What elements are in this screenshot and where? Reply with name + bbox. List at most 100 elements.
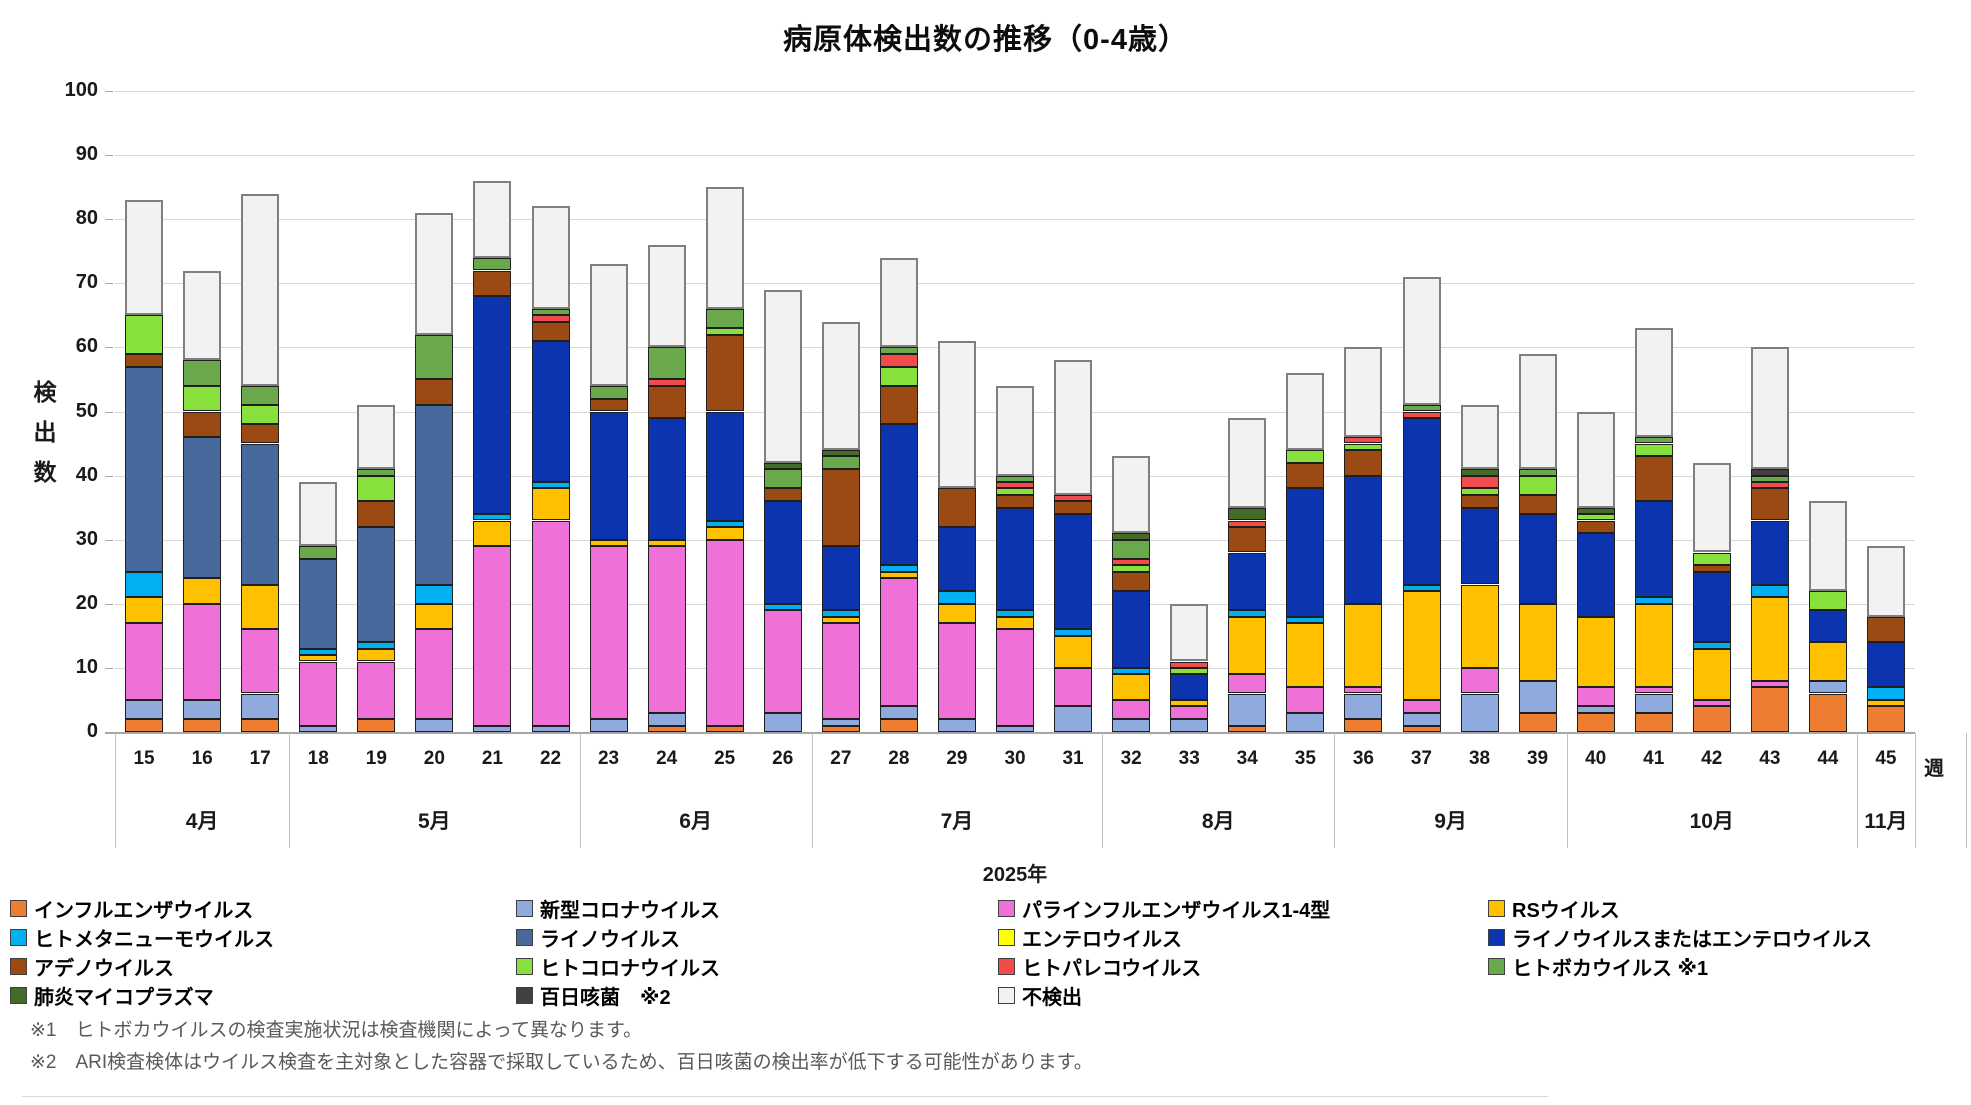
bar-segment-bocavirus-w25 bbox=[705, 308, 744, 329]
legend-swatch-enterovirus bbox=[998, 928, 1015, 946]
bar-segment-rs-w32 bbox=[1112, 674, 1151, 700]
bar-segment-hcov-w39 bbox=[1518, 475, 1557, 495]
month-divider-5 bbox=[1334, 733, 1336, 848]
bar-segment-parainfluenza-w28 bbox=[879, 578, 918, 707]
legend-item-adenovirus: アデノウイルス bbox=[10, 954, 174, 980]
bar-segment-negative-w44 bbox=[1808, 501, 1847, 591]
bar-segment-parainfluenza-w37 bbox=[1402, 700, 1441, 713]
bottom-rule bbox=[22, 1096, 1548, 1097]
x-tick-week-20: 20 bbox=[423, 748, 445, 769]
bar-segment-hcov-w30 bbox=[996, 488, 1034, 495]
bar-segment-covid-w23 bbox=[589, 719, 628, 732]
bar-segment-negative-w41 bbox=[1634, 328, 1673, 438]
bar-segment-adenovirus-w21 bbox=[473, 270, 512, 297]
bar-segment-rs-w23 bbox=[589, 539, 628, 547]
legend-item-enterovirus: エンテロウイルス bbox=[998, 925, 1182, 951]
bar-segment-rs-w39 bbox=[1518, 603, 1557, 681]
bar-segment-negative-w22 bbox=[531, 206, 570, 309]
y-tick-mark-50 bbox=[105, 411, 113, 413]
legend-swatch-parainfluenza bbox=[998, 899, 1015, 917]
bar-segment-parainfluenza-w40 bbox=[1576, 687, 1615, 707]
x-tick-week-31: 31 bbox=[1062, 748, 1084, 769]
bar-segment-parainfluenza-w26 bbox=[763, 610, 802, 713]
bar-segment-covid-w37 bbox=[1402, 712, 1441, 726]
month-label-7: 10月 bbox=[1689, 810, 1734, 833]
bar-segment-adenovirus-w40 bbox=[1576, 520, 1615, 534]
bar-segment-parainfluenza-w38 bbox=[1460, 667, 1499, 694]
bar-segment-parainfluenza-w17 bbox=[241, 629, 280, 694]
bar-segment-rs-w45 bbox=[1867, 700, 1905, 707]
x-tick-week-38: 38 bbox=[1468, 748, 1491, 769]
bar-segment-rs-w44 bbox=[1808, 642, 1847, 681]
bar-segment-influenza-w42 bbox=[1692, 706, 1731, 732]
bar-segment-influenza-w37 bbox=[1402, 725, 1441, 732]
bar-segment-bocavirus-w32 bbox=[1112, 539, 1151, 559]
bar-segment-rhino_or_entero-w33 bbox=[1170, 674, 1209, 700]
y-tick-label-100: 100 bbox=[64, 79, 98, 101]
bar-segment-negative-w38 bbox=[1460, 405, 1499, 470]
bar-segment-rhinovirus-w17 bbox=[241, 443, 280, 585]
x-tick-week-23: 23 bbox=[597, 748, 620, 769]
bar-segment-covid-w40 bbox=[1576, 706, 1615, 713]
x-tick-week-45: 45 bbox=[1875, 748, 1897, 769]
bar-segment-hcov-w17 bbox=[241, 405, 280, 425]
legend-item-rhino_or_entero: ライノウイルスまたはエンテロウイルス bbox=[1488, 925, 1872, 951]
month-divider-start bbox=[115, 733, 116, 848]
bar-segment-mycoplasma-w40 bbox=[1576, 507, 1615, 514]
x-tick-week-35: 35 bbox=[1294, 748, 1316, 769]
bar-segment-rhino_or_entero-w24 bbox=[647, 417, 686, 540]
bar-segment-parechovirus-w28 bbox=[879, 353, 918, 367]
bar-segment-covid-w39 bbox=[1518, 680, 1557, 713]
bar-segment-hmpv-w28 bbox=[879, 565, 918, 572]
bar-segment-parechovirus-w36 bbox=[1344, 437, 1383, 444]
legend-label-bocavirus: ヒトボカウイルス ※1 bbox=[1512, 957, 1709, 980]
chart-title: 病原体検出数の推移（0-4歳） bbox=[783, 24, 1188, 56]
bar-segment-covid-w34 bbox=[1228, 693, 1267, 726]
bar-segment-adenovirus-w23 bbox=[589, 398, 628, 412]
legend-label-adenovirus: アデノウイルス bbox=[34, 957, 174, 980]
month-divider-4 bbox=[1102, 733, 1104, 848]
bar-segment-hcov-w35 bbox=[1286, 450, 1325, 463]
x-tick-week-32: 32 bbox=[1120, 748, 1142, 769]
bar-segment-negative-w43 bbox=[1750, 347, 1789, 470]
bar-segment-adenovirus-w41 bbox=[1634, 456, 1673, 502]
bar-segment-rhinovirus-w19 bbox=[357, 526, 396, 643]
bar-segment-covid-w41 bbox=[1634, 693, 1673, 713]
bar-segment-negative-w19 bbox=[357, 405, 396, 470]
legend-swatch-rs bbox=[1488, 899, 1505, 917]
x-tick-week-24: 24 bbox=[656, 748, 678, 769]
bar-segment-negative-w26 bbox=[763, 289, 802, 463]
bar-segment-influenza-w43 bbox=[1750, 687, 1789, 732]
y-tick-label-50: 50 bbox=[75, 399, 98, 422]
y-tick-mark-70 bbox=[105, 283, 113, 285]
bar-segment-bocavirus-w37 bbox=[1402, 405, 1441, 412]
bar-segment-hmpv-w32 bbox=[1112, 667, 1151, 675]
bar-segment-rs-w29 bbox=[937, 603, 976, 623]
x-tick-week-16: 16 bbox=[191, 748, 213, 769]
y-tick-mark-10 bbox=[105, 667, 113, 669]
bar-segment-rhino_or_entero-w21 bbox=[473, 296, 512, 514]
gridline-90 bbox=[115, 155, 1915, 157]
bar-segment-parainfluenza-w20 bbox=[415, 629, 454, 720]
bar-segment-parechovirus-w22 bbox=[531, 315, 570, 322]
bar-segment-rhino_or_entero-w31 bbox=[1054, 514, 1093, 630]
legend-label-rs: RSウイルス bbox=[1512, 899, 1620, 922]
x-tick-week-25: 25 bbox=[714, 748, 736, 769]
month-label-4: 7月 bbox=[940, 810, 974, 833]
x-tick-week-18: 18 bbox=[307, 748, 329, 769]
x-tick-week-26: 26 bbox=[772, 748, 794, 769]
bar-segment-parechovirus-w38 bbox=[1460, 475, 1499, 489]
legend-swatch-rhino_or_entero bbox=[1488, 928, 1505, 946]
bar-segment-covid-w35 bbox=[1286, 712, 1325, 732]
x-tick-week-42: 42 bbox=[1701, 748, 1723, 769]
bar-segment-hmpv-w29 bbox=[937, 591, 976, 604]
legend-item-rs: RSウイルス bbox=[1488, 896, 1620, 922]
bar-segment-rhino_or_entero-w41 bbox=[1634, 501, 1673, 598]
footnote-1: ※1 ヒトボカウイルスの検査実施状況は検査機関によって異なります。 bbox=[30, 1020, 643, 1041]
y-tick-label-20: 20 bbox=[75, 591, 98, 614]
bar-segment-bocavirus-w39 bbox=[1518, 469, 1557, 476]
footnote-2: ※2 ARI検査検体はウイルス検査を主対象とした容器で採取しているため、百日咳菌… bbox=[30, 1052, 1093, 1073]
bar-segment-rs-w33 bbox=[1170, 700, 1209, 707]
bar-segment-negative-w37 bbox=[1402, 276, 1441, 406]
bar-segment-adenovirus-w32 bbox=[1112, 571, 1151, 591]
